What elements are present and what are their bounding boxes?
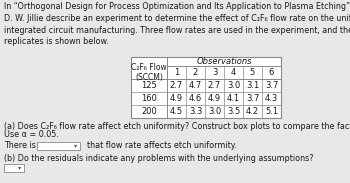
Text: (a) Does C₂F₆ flow rate affect etch uniformity? Construct box plots to compare t: (a) Does C₂F₆ flow rate affect etch unif…	[4, 122, 350, 131]
Bar	[4, 164, 24, 172]
Text: 4.2: 4.2	[246, 107, 259, 116]
Text: 4: 4	[231, 68, 236, 77]
Text: 4.7: 4.7	[189, 81, 202, 90]
Text: 2.7: 2.7	[170, 81, 183, 90]
Text: 4.9: 4.9	[208, 94, 221, 103]
Text: 3: 3	[212, 68, 217, 77]
Text: 3.5: 3.5	[227, 107, 240, 116]
Text: (b) Do the residuals indicate any problems with the underlying assumptions?: (b) Do the residuals indicate any proble…	[4, 154, 314, 163]
Text: 160: 160	[141, 94, 157, 103]
Text: Observations: Observations	[196, 57, 252, 66]
Text: 3.7: 3.7	[246, 94, 259, 103]
Text: that flow rate affects etch uniformity.: that flow rate affects etch uniformity.	[82, 141, 237, 150]
Text: 3.3: 3.3	[189, 107, 202, 116]
Text: 3.1: 3.1	[246, 81, 259, 90]
Text: 4.1: 4.1	[227, 94, 240, 103]
Bar	[37, 141, 80, 150]
Text: C₂F₆ Flow
(SCCM): C₂F₆ Flow (SCCM)	[131, 63, 167, 82]
Text: 2.7: 2.7	[208, 81, 221, 90]
Text: 4.9: 4.9	[170, 94, 183, 103]
Text: In “Orthogonal Design for Process Optimization and Its Application to Plasma Etc: In “Orthogonal Design for Process Optimi…	[4, 2, 350, 46]
Text: 3.0: 3.0	[208, 107, 221, 116]
Text: 2: 2	[193, 68, 198, 77]
Text: There is: There is	[4, 141, 36, 150]
Text: 5.1: 5.1	[265, 107, 278, 116]
Text: 5: 5	[250, 68, 255, 77]
Text: 4.6: 4.6	[189, 94, 202, 103]
Text: 4.5: 4.5	[170, 107, 183, 116]
Text: Use α = 0.05.: Use α = 0.05.	[4, 130, 59, 139]
Text: 1: 1	[174, 68, 179, 77]
Text: 125: 125	[141, 81, 157, 90]
Text: 4.3: 4.3	[265, 94, 278, 103]
Text: 200: 200	[141, 107, 157, 116]
Bar	[131, 57, 281, 118]
Text: ▾: ▾	[75, 143, 78, 148]
Text: 3.0: 3.0	[227, 81, 240, 90]
Text: 3.7: 3.7	[265, 81, 278, 90]
Text: ▾: ▾	[19, 165, 22, 171]
Text: 6: 6	[269, 68, 274, 77]
